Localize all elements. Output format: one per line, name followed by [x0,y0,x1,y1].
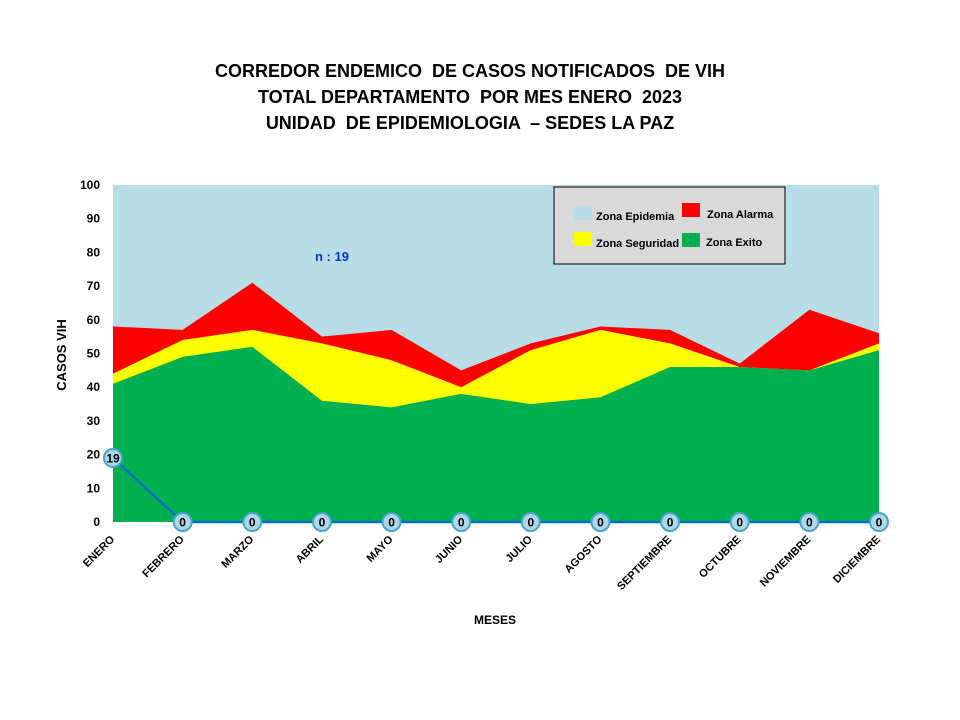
cases-marker [729,512,750,532]
legend-swatch-epidemia [574,206,592,220]
y-tick-label: 0 [93,515,100,529]
cases-data-label: 0 [388,516,395,530]
y-tick-label: 20 [87,448,101,462]
legend-swatch-alarma [682,203,700,217]
title-line-3: UNIDAD DE EPIDEMIOLOGIA – SEDES LA PAZ [265,113,675,133]
x-tick-label: OCTUBRE [697,534,744,581]
cases-marker [451,512,472,532]
legend-label-exito: Zona Exito [706,237,763,249]
cases-data-label: 0 [458,516,465,530]
cases-data-label: 0 [806,516,813,530]
cases-marker [172,512,193,532]
cases-data-label: 0 [319,516,326,530]
zone-areas [113,185,879,522]
cases-marker [590,512,611,532]
y-tick-label: 50 [87,347,101,361]
legend-swatch-seguridad [574,232,592,246]
cases-marker [381,512,402,532]
cases-series: 19 0 0 0 0 0 0 0 0 0 0 0 [103,447,889,532]
y-axis-label: CASOS VIH [54,319,69,391]
cases-data-label: 0 [249,516,256,530]
cases-marker [103,447,123,468]
n-annotation: n : 19 [315,249,349,264]
y-tick-label: 90 [87,212,101,226]
y-axis-ticks: 0 10 20 30 40 50 60 70 80 90 100 [80,178,100,529]
y-tick-label: 30 [87,414,101,428]
y-tick-label: 10 [87,481,101,495]
x-tick-label: ENERO [81,533,117,569]
legend: Zona Epidemia Zona Alarma Zona Seguridad… [553,186,786,265]
x-tick-label: MARZO [219,533,256,570]
x-tick-label: FEBRERO [140,533,187,580]
x-axis-label: MESES [474,613,516,627]
legend-label-alarma: Zona Alarma [707,209,774,221]
y-tick-label: 40 [87,380,101,394]
y-tick-label: 100 [80,178,100,192]
cases-data-label: 19 [106,451,120,465]
y-tick-label: 80 [87,245,101,259]
cases-data-label: 0 [876,516,883,530]
x-tick-label: NOVIEMBRE [758,534,814,590]
cases-data-label: 0 [736,516,743,530]
cases-marker [660,512,681,532]
y-tick-label: 70 [87,279,101,293]
legend-label-seguridad: Zona Seguridad [596,238,679,250]
area-exito [113,346,879,522]
x-tick-label: JUNIO [433,533,466,566]
cases-data-label: 0 [179,516,186,530]
x-tick-label: MAYO [365,533,396,564]
cases-marker [520,512,541,532]
x-tick-label: ABRIL [294,533,326,565]
x-tick-label: JULIO [504,533,536,565]
title-line-2: TOTAL DEPARTAMENTO POR MES ENERO 2023 [257,87,683,107]
cases-marker [242,512,263,532]
cases-marker [311,512,332,532]
title-line-1: CORREDOR ENDEMICO DE CASOS NOTIFICADOS D… [214,61,726,81]
y-tick-label: 60 [87,313,101,327]
x-tick-label: SEPTIEMBRE [615,534,674,593]
cases-data-label: 0 [667,516,674,530]
legend-label-epidemia: Zona Epidemia [596,211,675,223]
x-axis-ticks: ENERO FEBRERO MARZO ABRIL MAYO JUNIO JULIO AGOS… [81,533,883,592]
x-tick-label: DICIEMBRE [831,534,883,586]
legend-swatch-exito [682,233,700,247]
cases-marker [869,512,889,532]
x-tick-label: AGOSTO [563,533,605,575]
cases-marker [799,512,820,532]
cases-line [112,457,879,524]
cases-data-label: 0 [597,516,604,530]
legend-box [553,186,786,265]
cases-data-label: 0 [527,516,534,530]
chart-title: CORREDOR ENDEMICO DE CASOS NOTIFICADOS D… [0,58,940,136]
